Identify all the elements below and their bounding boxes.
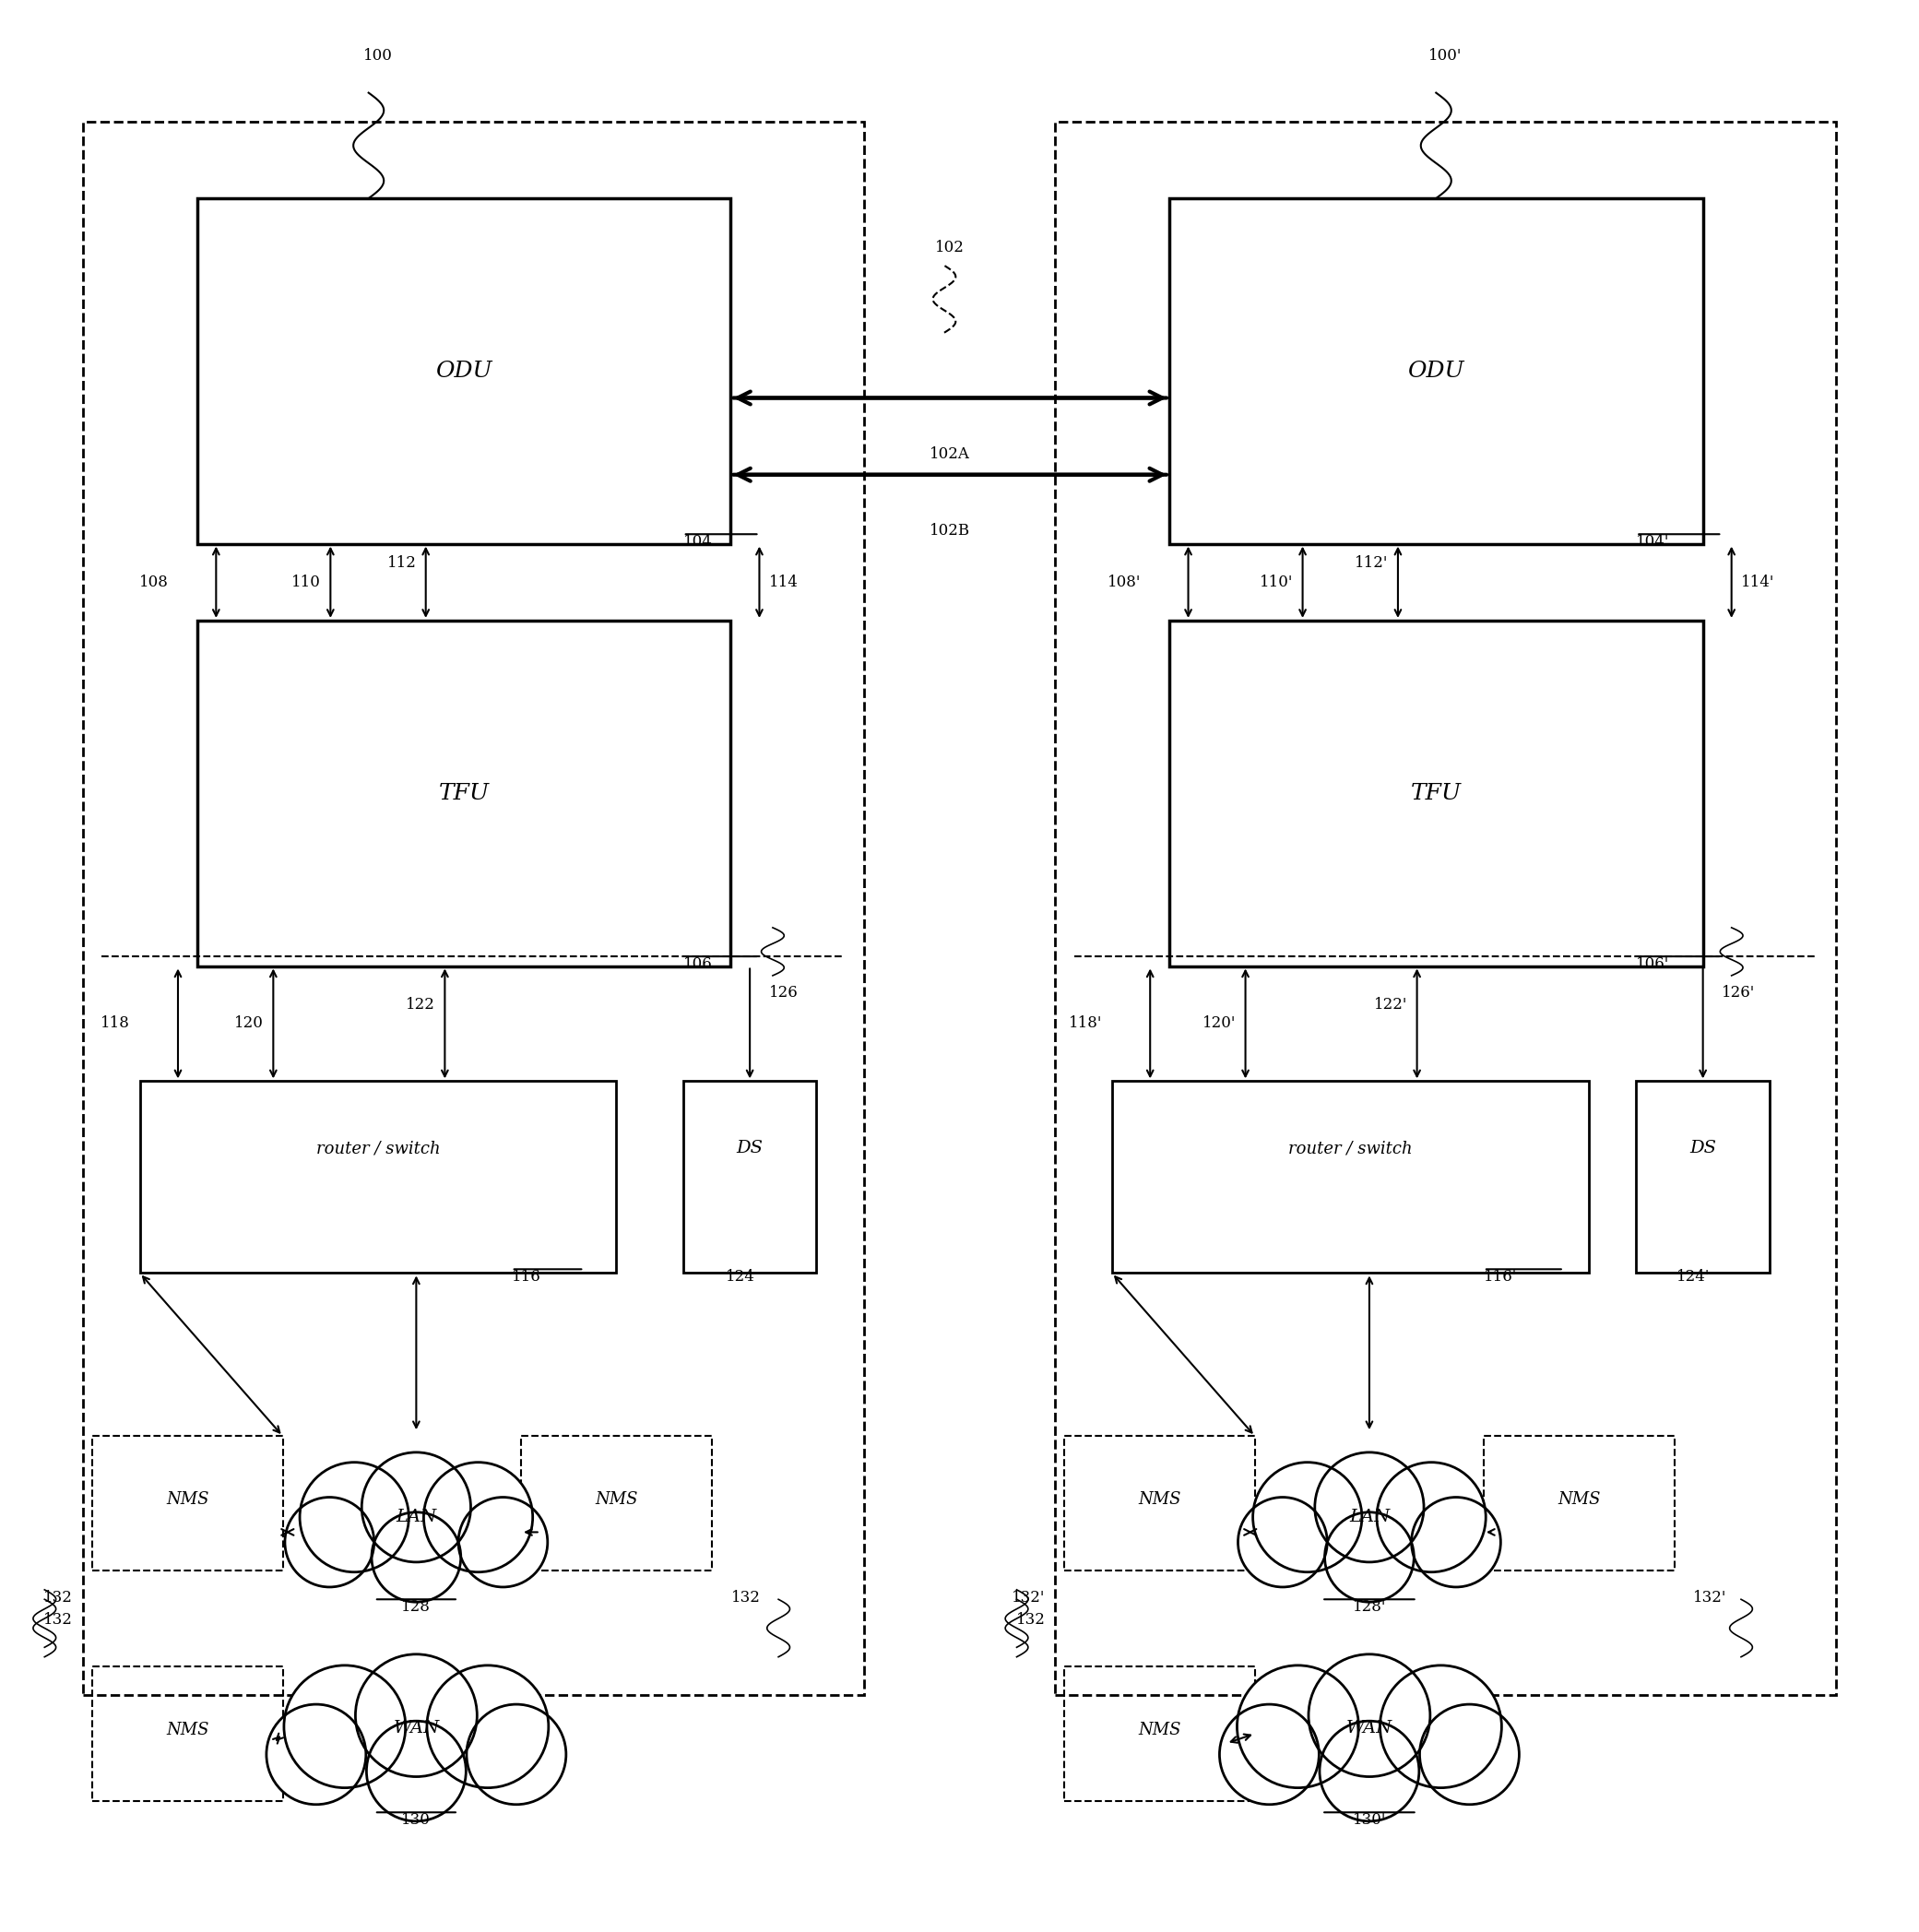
Text: 108: 108 bbox=[138, 574, 169, 589]
Text: 106': 106' bbox=[1637, 956, 1670, 972]
Text: 132': 132' bbox=[1011, 1590, 1046, 1605]
Text: NMS: NMS bbox=[595, 1492, 637, 1507]
Text: 132: 132 bbox=[1015, 1613, 1046, 1629]
Text: 114': 114' bbox=[1741, 574, 1775, 589]
Circle shape bbox=[1324, 1513, 1414, 1602]
Text: TFU: TFU bbox=[1410, 782, 1462, 804]
Text: WAN: WAN bbox=[393, 1719, 439, 1737]
Text: 110': 110' bbox=[1259, 574, 1293, 589]
Text: 132': 132' bbox=[1693, 1590, 1727, 1605]
Text: 108': 108' bbox=[1107, 574, 1140, 589]
Circle shape bbox=[372, 1513, 461, 1602]
FancyBboxPatch shape bbox=[198, 620, 731, 966]
FancyBboxPatch shape bbox=[683, 1082, 817, 1273]
Text: 106: 106 bbox=[683, 956, 712, 972]
Text: NMS: NMS bbox=[167, 1721, 209, 1739]
Circle shape bbox=[1420, 1704, 1520, 1804]
Text: NMS: NMS bbox=[167, 1492, 209, 1507]
Text: NMS: NMS bbox=[1138, 1721, 1180, 1739]
Circle shape bbox=[1320, 1721, 1418, 1822]
FancyBboxPatch shape bbox=[1169, 199, 1702, 543]
Circle shape bbox=[1238, 1665, 1359, 1787]
Text: 118': 118' bbox=[1069, 1016, 1102, 1032]
Circle shape bbox=[424, 1463, 533, 1573]
Text: DS: DS bbox=[737, 1140, 764, 1157]
Text: LAN: LAN bbox=[395, 1509, 438, 1524]
Circle shape bbox=[1380, 1665, 1503, 1787]
Text: NMS: NMS bbox=[1138, 1492, 1180, 1507]
Circle shape bbox=[1376, 1463, 1485, 1573]
Text: 130': 130' bbox=[1353, 1812, 1386, 1828]
Circle shape bbox=[1315, 1453, 1424, 1563]
Text: 128': 128' bbox=[1353, 1600, 1386, 1615]
FancyBboxPatch shape bbox=[1637, 1082, 1769, 1273]
Circle shape bbox=[284, 1665, 405, 1787]
Circle shape bbox=[367, 1721, 466, 1822]
Circle shape bbox=[459, 1497, 547, 1586]
Text: 132: 132 bbox=[44, 1613, 73, 1629]
Text: NMS: NMS bbox=[1558, 1492, 1600, 1507]
Text: TFU: TFU bbox=[438, 782, 489, 804]
Text: 126': 126' bbox=[1721, 985, 1756, 1001]
Text: ODU: ODU bbox=[1409, 361, 1464, 383]
Text: 128: 128 bbox=[401, 1600, 432, 1615]
Text: 102B: 102B bbox=[929, 524, 971, 539]
Text: 102A: 102A bbox=[929, 446, 971, 462]
Circle shape bbox=[1412, 1497, 1501, 1586]
Text: 100': 100' bbox=[1430, 48, 1462, 64]
Text: 114: 114 bbox=[770, 574, 798, 589]
Circle shape bbox=[361, 1453, 470, 1563]
Circle shape bbox=[284, 1497, 374, 1586]
FancyBboxPatch shape bbox=[198, 199, 731, 543]
Text: 104': 104' bbox=[1637, 533, 1670, 551]
Circle shape bbox=[267, 1704, 367, 1804]
Text: 126: 126 bbox=[770, 985, 798, 1001]
Text: 130: 130 bbox=[401, 1812, 432, 1828]
FancyBboxPatch shape bbox=[1111, 1082, 1589, 1273]
Circle shape bbox=[466, 1704, 566, 1804]
Text: ODU: ODU bbox=[436, 361, 493, 383]
FancyBboxPatch shape bbox=[1169, 620, 1702, 966]
Circle shape bbox=[1253, 1463, 1362, 1573]
Text: DS: DS bbox=[1689, 1140, 1716, 1157]
Text: 132: 132 bbox=[731, 1590, 760, 1605]
Text: 112: 112 bbox=[388, 554, 416, 570]
Text: 124': 124' bbox=[1677, 1269, 1710, 1285]
Text: 122: 122 bbox=[407, 997, 436, 1012]
Circle shape bbox=[1219, 1704, 1318, 1804]
Text: 116': 116' bbox=[1483, 1269, 1518, 1285]
Text: 132: 132 bbox=[44, 1590, 73, 1605]
Text: 120': 120' bbox=[1203, 1016, 1236, 1032]
Text: router / switch: router / switch bbox=[1288, 1140, 1412, 1157]
Circle shape bbox=[426, 1665, 549, 1787]
Circle shape bbox=[1309, 1654, 1430, 1777]
Text: 120: 120 bbox=[234, 1016, 263, 1032]
Text: 102: 102 bbox=[935, 240, 965, 255]
Text: 104: 104 bbox=[683, 533, 712, 551]
Text: WAN: WAN bbox=[1345, 1719, 1393, 1737]
Circle shape bbox=[299, 1463, 409, 1573]
Text: 100: 100 bbox=[363, 48, 393, 64]
Text: router / switch: router / switch bbox=[317, 1140, 439, 1157]
Text: LAN: LAN bbox=[1349, 1509, 1389, 1524]
Circle shape bbox=[355, 1654, 478, 1777]
Text: 116: 116 bbox=[512, 1269, 541, 1285]
Text: 122': 122' bbox=[1374, 997, 1407, 1012]
Text: 112': 112' bbox=[1355, 554, 1387, 570]
Text: 124: 124 bbox=[725, 1269, 754, 1285]
FancyBboxPatch shape bbox=[140, 1082, 616, 1273]
Text: 110: 110 bbox=[292, 574, 320, 589]
Circle shape bbox=[1238, 1497, 1328, 1586]
Text: 118: 118 bbox=[102, 1016, 130, 1032]
